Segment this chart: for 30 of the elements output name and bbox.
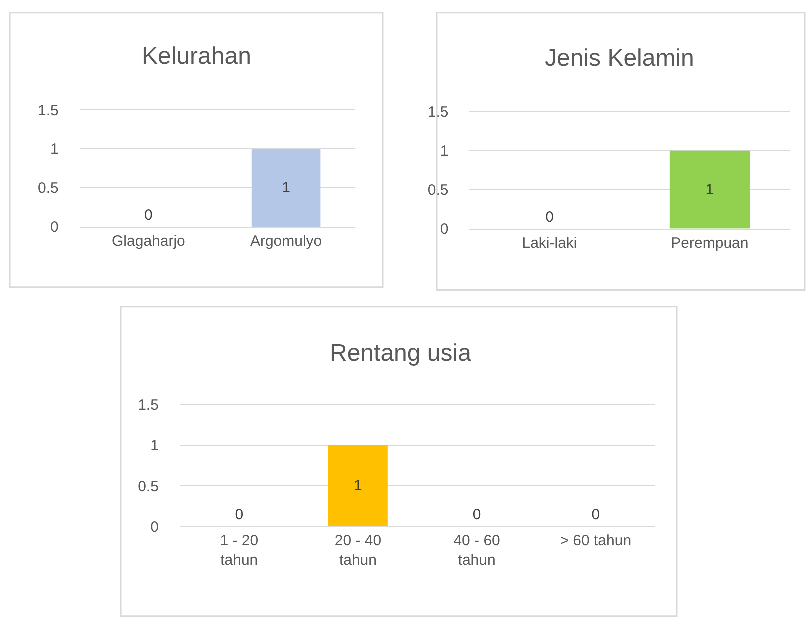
y-tick-label: 0.5 bbox=[138, 478, 159, 496]
data-label: 0 bbox=[235, 506, 244, 524]
y-tick-label: 0 bbox=[440, 221, 449, 238]
chart-title: Kelurahan bbox=[142, 43, 252, 70]
x-tick-label: Perempuan bbox=[671, 234, 749, 252]
data-label: 1 bbox=[354, 478, 362, 495]
y-tick-label: 1 bbox=[50, 141, 59, 158]
x-tick-label: 20 - 40 tahun bbox=[334, 532, 382, 570]
y-tick-label: 1 bbox=[440, 143, 449, 160]
x-tick-label: Laki-laki bbox=[522, 234, 578, 252]
data-label: 0 bbox=[592, 506, 600, 524]
y-tick-label: 1.5 bbox=[138, 397, 159, 414]
data-label: 0 bbox=[472, 506, 482, 524]
chart-title: Rentang usia bbox=[330, 340, 472, 367]
x-tick-label: 1 - 20 tahun bbox=[220, 532, 259, 570]
y-tick-label: 0.5 bbox=[428, 182, 449, 200]
y-tick-label: 1.5 bbox=[428, 104, 449, 122]
data-label: 1 bbox=[706, 181, 714, 198]
data-label: 1 bbox=[282, 179, 290, 196]
x-tick-label: Glagaharjo bbox=[112, 232, 186, 250]
y-tick-label: 0.5 bbox=[38, 180, 59, 198]
y-tick-label: 1.5 bbox=[38, 102, 59, 120]
chart-title: Jenis Kelamin bbox=[545, 45, 694, 72]
x-tick-label: Argomulyo bbox=[250, 232, 322, 250]
data-label: 0 bbox=[546, 208, 554, 226]
y-tick-label: 1 bbox=[150, 438, 159, 455]
y-tick-label: 0 bbox=[50, 219, 59, 236]
x-tick-label: > 60 tahun bbox=[560, 532, 632, 550]
y-tick-label: 0 bbox=[150, 518, 159, 536]
x-tick-label: 40 - 60 tahun bbox=[454, 532, 500, 570]
